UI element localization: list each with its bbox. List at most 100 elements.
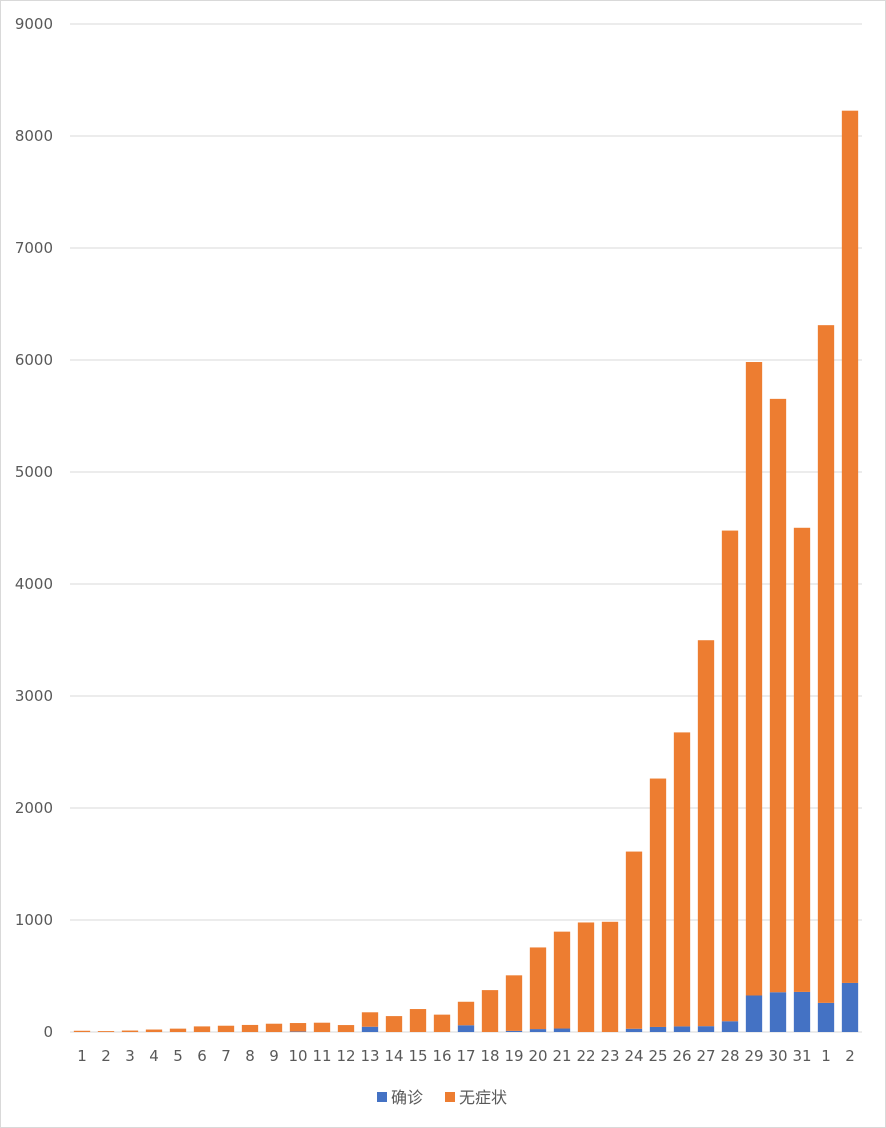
y-tick-label: 3000: [15, 687, 53, 705]
y-tick-label: 1000: [15, 911, 53, 929]
bar-asymptomatic: [169, 1028, 187, 1032]
legend-swatch: [377, 1092, 387, 1102]
bar-asymptomatic: [409, 1009, 427, 1032]
bar-confirmed: [769, 992, 787, 1032]
x-tick-label: 30: [768, 1047, 787, 1065]
x-tick-label: 27: [696, 1047, 715, 1065]
x-tick-label: 13: [360, 1047, 379, 1065]
x-tick-label: 31: [792, 1047, 811, 1065]
y-tick-label: 4000: [15, 575, 53, 593]
bar-asymptomatic: [97, 1031, 115, 1032]
bar-asymptomatic: [481, 990, 499, 1032]
x-tick-label: 25: [648, 1047, 667, 1065]
x-tick-label: 26: [672, 1047, 691, 1065]
y-tick-label: 6000: [15, 351, 53, 369]
bar-asymptomatic: [241, 1024, 259, 1032]
bar-confirmed: [529, 1029, 547, 1032]
bar-asymptomatic: [673, 732, 691, 1027]
gridlines: [70, 23, 862, 1033]
x-tick-label: 12: [336, 1047, 355, 1065]
bar-confirmed: [505, 1030, 523, 1032]
x-tick-label: 18: [480, 1047, 499, 1065]
x-tick-label: 2: [101, 1047, 111, 1065]
x-tick-label: 6: [197, 1047, 207, 1065]
bar-confirmed: [457, 1025, 475, 1032]
bar-confirmed: [697, 1026, 715, 1032]
bar-asymptomatic: [217, 1025, 235, 1032]
y-tick-label: 0: [43, 1023, 53, 1041]
x-tick-label: 15: [408, 1047, 427, 1065]
bar-asymptomatic: [145, 1029, 163, 1032]
x-tick-label: 24: [624, 1047, 643, 1065]
bar-confirmed: [817, 1002, 835, 1032]
y-tick-label: 7000: [15, 239, 53, 257]
bar-asymptomatic: [649, 778, 667, 1027]
bar-asymptomatic: [193, 1026, 211, 1032]
bar-asymptomatic: [361, 1012, 379, 1027]
x-tick-label: 8: [245, 1047, 255, 1065]
bar-asymptomatic: [505, 975, 523, 1031]
bar-asymptomatic: [601, 921, 619, 1032]
x-tick-label: 7: [221, 1047, 231, 1065]
y-tick-label: 8000: [15, 127, 53, 145]
x-tick-label: 28: [720, 1047, 739, 1065]
x-tick-label: 10: [288, 1047, 307, 1065]
y-axis-ticks: 0 1000 2000 3000 4000 5000 6000 7000 8000 9000: [15, 15, 53, 1041]
bar-asymptomatic: [73, 1030, 91, 1032]
bar-asymptomatic: [577, 922, 595, 1032]
legend-label: 无症状: [459, 1088, 507, 1107]
bar-confirmed: [793, 991, 811, 1032]
x-tick-label: 21: [552, 1047, 571, 1065]
x-tick-label: 1: [821, 1047, 831, 1065]
x-tick-label: 14: [384, 1047, 403, 1065]
x-tick-label: 9: [269, 1047, 279, 1065]
bar-asymptomatic: [769, 398, 787, 993]
bar-confirmed: [745, 995, 763, 1032]
bar-asymptomatic: [457, 1001, 475, 1026]
bar-asymptomatic: [313, 1022, 331, 1032]
bar-asymptomatic: [529, 947, 547, 1030]
bar-asymptomatic: [841, 110, 859, 983]
bar-asymptomatic: [817, 325, 835, 1003]
bar-asymptomatic: [697, 640, 715, 1027]
x-tick-label: 23: [600, 1047, 619, 1065]
x-tick-label: 16: [432, 1047, 451, 1065]
bar-confirmed: [841, 982, 859, 1032]
legend-label: 确诊: [391, 1088, 423, 1107]
bar-confirmed: [721, 1021, 739, 1032]
bar-asymptomatic: [745, 362, 763, 996]
y-tick-label: 9000: [15, 15, 53, 33]
legend-swatch: [445, 1092, 455, 1102]
bar-asymptomatic: [553, 931, 571, 1029]
x-tick-label: 2: [845, 1047, 855, 1065]
bar-asymptomatic: [289, 1023, 307, 1032]
x-tick-label: 11: [312, 1047, 331, 1065]
bar-confirmed: [553, 1028, 571, 1032]
legend: 确诊 无症状: [377, 1088, 507, 1107]
x-tick-label: 20: [528, 1047, 547, 1065]
x-tick-label: 17: [456, 1047, 475, 1065]
x-tick-label: 1: [77, 1047, 87, 1065]
bar-asymptomatic: [385, 1016, 403, 1032]
x-tick-label: 4: [149, 1047, 159, 1065]
x-tick-label: 29: [744, 1047, 763, 1065]
x-tick-label: 5: [173, 1047, 183, 1065]
bar-asymptomatic: [265, 1023, 283, 1032]
bar-confirmed: [649, 1026, 667, 1032]
bar-asymptomatic: [721, 530, 739, 1022]
y-tick-label: 5000: [15, 463, 53, 481]
bar-confirmed: [361, 1026, 379, 1032]
x-tick-label: 22: [576, 1047, 595, 1065]
bar-confirmed: [625, 1028, 643, 1032]
x-tick-label: 3: [125, 1047, 135, 1065]
bars: [73, 110, 859, 1032]
bar-asymptomatic: [121, 1030, 139, 1032]
bar-confirmed: [673, 1026, 691, 1032]
x-axis-ticks: 1 2 3 4 5 6 7 8 9 10 11 12 13 14 15 16 17 18 19 20 21 22 23 24 2…: [77, 1047, 855, 1065]
bar-asymptomatic: [337, 1025, 355, 1032]
bar-asymptomatic: [433, 1014, 451, 1032]
y-tick-label: 2000: [15, 799, 53, 817]
bar-asymptomatic: [793, 527, 811, 992]
